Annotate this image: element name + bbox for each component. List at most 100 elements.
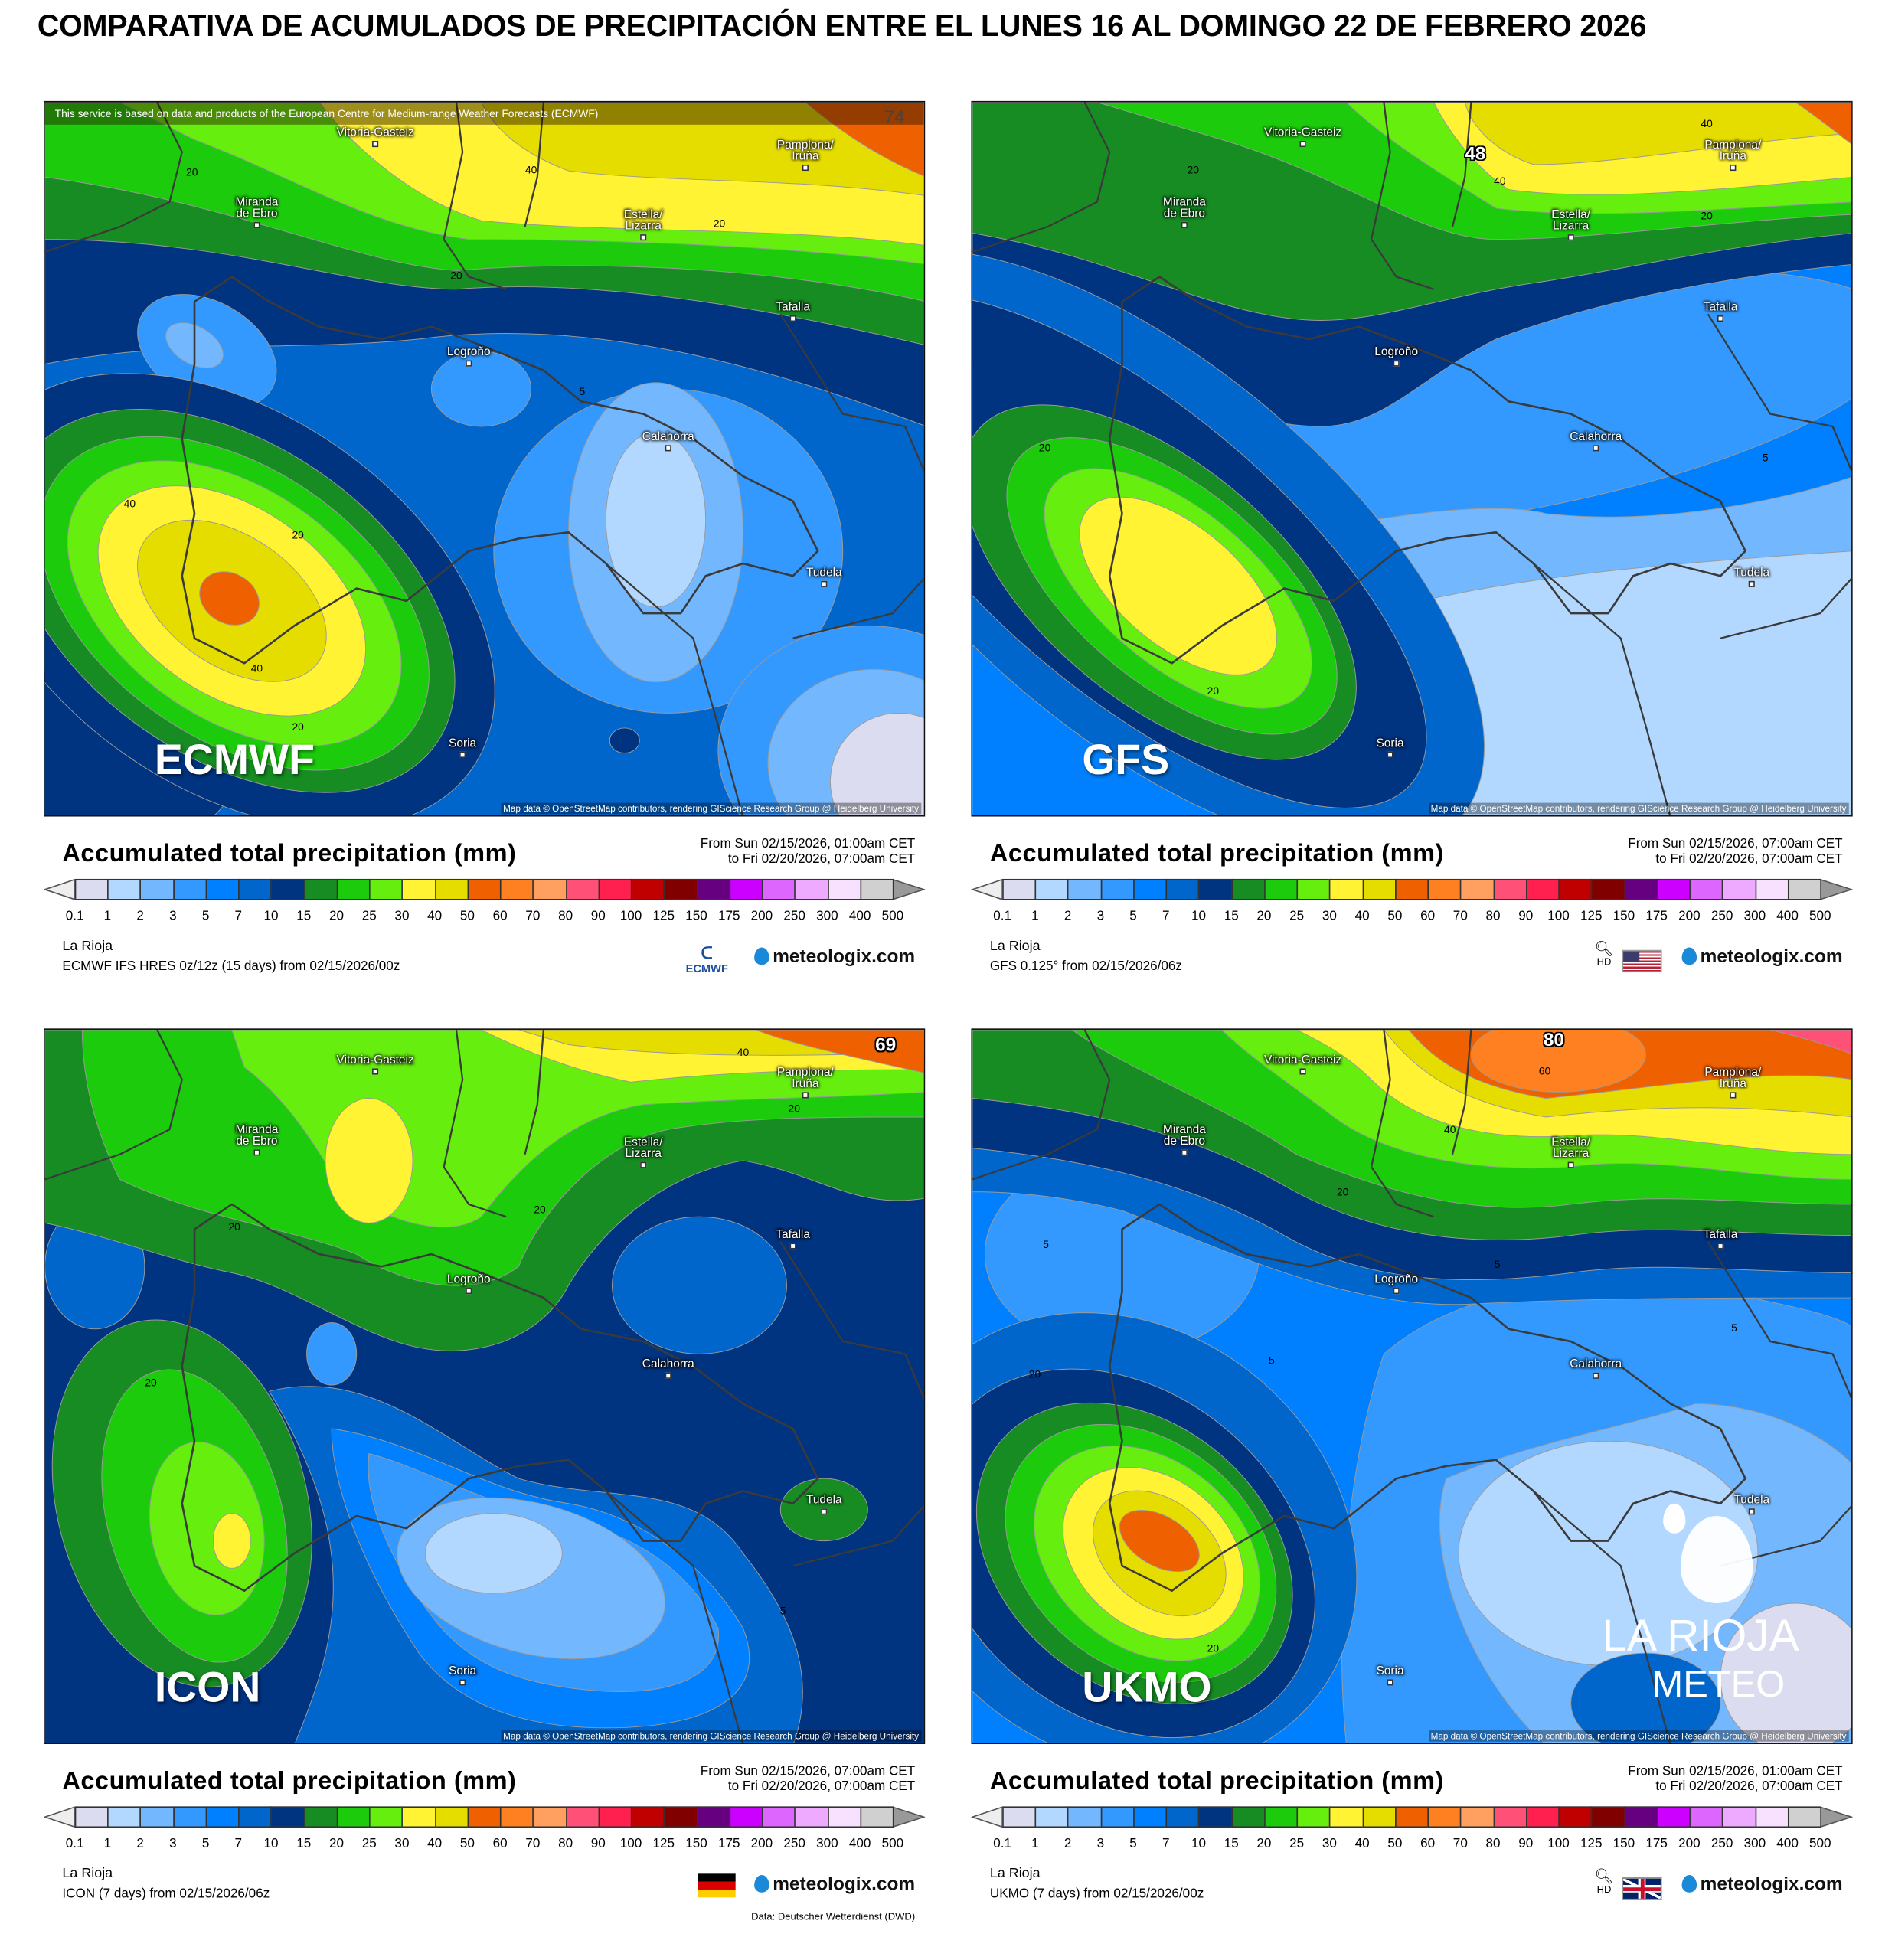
- scale-tick-label: 7: [234, 1836, 243, 1852]
- contour-label: 40: [250, 662, 263, 675]
- scale-swatch: [1427, 878, 1462, 900]
- scale-swatch: [1525, 878, 1560, 900]
- city-marker: [253, 1149, 260, 1156]
- scale-swatch: [761, 1806, 796, 1828]
- scale-tick-label: 80: [1485, 909, 1501, 924]
- meteologix-logo[interactable]: meteologix.com: [753, 946, 915, 968]
- scale-tick-label: 250: [1710, 1836, 1733, 1852]
- scale-tick-label: 25: [1289, 1836, 1305, 1852]
- scale-swatch: [369, 1806, 404, 1828]
- contour-label: 20: [1207, 684, 1220, 697]
- scale-tick-label: 30: [1322, 909, 1337, 924]
- city-marker: [1387, 751, 1393, 759]
- scale-swatch: [303, 1806, 338, 1828]
- scale-swatch: [271, 1806, 305, 1828]
- contour-label: 40: [1494, 174, 1506, 188]
- scale-tick-label: 40: [1354, 909, 1370, 924]
- city-marker: [253, 221, 260, 228]
- scale-swatch: [1558, 1806, 1593, 1828]
- city-marker: [665, 445, 671, 452]
- color-scale-bar: [971, 878, 1853, 900]
- scale-swatch: [827, 878, 861, 900]
- city-label: Logroño: [446, 1272, 491, 1287]
- scale-tick-label: 200: [750, 909, 773, 924]
- city-label: Estella/ Lizarra: [623, 207, 663, 234]
- precipitation-contour: [612, 1216, 787, 1354]
- scale-swatch: [860, 1806, 894, 1828]
- uk-flag-icon: [1622, 1877, 1662, 1900]
- scale-swatch: [761, 878, 796, 900]
- precipitation-contour: [609, 727, 640, 753]
- scale-min-arrow: [43, 878, 76, 900]
- scale-swatch: [1689, 878, 1723, 900]
- precipitation-map[interactable]: 80 60 40 20 5 5 5 5 20 20 Vitoria-Gasteiz Miranda d…: [971, 1028, 1853, 1744]
- city-label: Calahorra: [642, 1357, 694, 1372]
- precipitation-map[interactable]: This service is based on data and produc…: [43, 100, 926, 817]
- precipitation-contour: [430, 351, 532, 427]
- city-marker: [459, 1679, 466, 1686]
- precipitation-contour: [199, 571, 260, 626]
- model-label: GFS: [1082, 737, 1170, 785]
- contour-label: 20: [1701, 209, 1713, 222]
- scale-swatch: [729, 1806, 763, 1828]
- scale-swatch: [532, 878, 567, 900]
- scale-swatch: [434, 1806, 469, 1828]
- scale-swatch: [1623, 1806, 1658, 1828]
- scale-swatch: [1329, 1806, 1364, 1828]
- precipitation-contour: [780, 102, 924, 177]
- meteologix-logo[interactable]: meteologix.com: [1681, 946, 1843, 968]
- scale-swatch: [631, 878, 665, 900]
- meteologix-logo[interactable]: meteologix.com: [753, 1873, 915, 1895]
- precipitation-contour: [605, 432, 707, 608]
- city-label: Soria: [449, 737, 477, 751]
- map-attribution: Map data © OpenStreetMap contributors, r…: [1428, 1730, 1849, 1742]
- scale-swatch: [336, 1806, 371, 1828]
- contour-label: 20: [1187, 163, 1199, 176]
- meteologix-drop-icon: [753, 1874, 769, 1893]
- scale-swatch: [663, 1806, 698, 1828]
- city-label: Pamplona/ Iruña: [776, 138, 834, 164]
- city-label: Vitoria-Gasteiz: [1263, 1053, 1342, 1067]
- scale-swatch: [1034, 878, 1070, 900]
- scale-tick-label: 300: [816, 909, 838, 924]
- scale-tick-label: 125: [652, 909, 675, 924]
- scale-swatch: [1165, 1806, 1201, 1828]
- city-label: Tudela: [805, 566, 842, 580]
- city-marker: [459, 751, 466, 759]
- scale-swatch: [303, 878, 338, 900]
- meteologix-logo[interactable]: meteologix.com: [1681, 1873, 1843, 1895]
- scale-tick-label: 15: [1224, 1836, 1239, 1852]
- forecast-panel-icon: 69 40 20 20 20 20 5 Vitoria-Gasteiz Miranda de E…: [43, 1028, 926, 1926]
- precipitation-contour: [717, 1029, 924, 1073]
- scale-tick-label: 175: [717, 1836, 740, 1852]
- meteologix-text: meteologix.com: [1700, 946, 1843, 968]
- precipitation-map[interactable]: 69 40 20 20 20 20 5 Vitoria-Gasteiz Miranda de E…: [43, 1028, 926, 1744]
- city-marker: [1567, 234, 1574, 241]
- scale-swatch: [794, 1806, 829, 1828]
- scale-tick-label: 50: [459, 909, 475, 924]
- forecast-panel-gfs: 48 20 40 40 20 5 20 20 Vitoria-Gasteiz Miranda de…: [971, 100, 1853, 998]
- scale-swatch: [1656, 878, 1691, 900]
- scale-tick-label: 400: [1776, 1836, 1799, 1852]
- province-border: [972, 102, 1852, 815]
- region-border: [1108, 276, 1746, 665]
- precipitation-contour: [212, 1513, 251, 1569]
- hd-zoom-icon: 🔍︎ HD: [1595, 941, 1614, 969]
- city-marker: [1299, 1068, 1306, 1075]
- city-marker: [802, 1092, 809, 1099]
- scale-tick-label: 0.1: [993, 1836, 1012, 1852]
- city-label: Tudela: [805, 1493, 842, 1508]
- city-marker: [1387, 1679, 1393, 1686]
- scale-swatch: [1493, 878, 1527, 900]
- meteologix-drop-icon: [1681, 1874, 1697, 1893]
- precipitation-contour: [443, 102, 924, 196]
- forecast-period: From Sun 02/15/2026, 07:00am CET to Fri 0…: [1628, 837, 1842, 867]
- scale-swatch: [1329, 878, 1364, 900]
- scale-swatch: [172, 878, 207, 900]
- scale-tick-label: 40: [1354, 1836, 1370, 1852]
- province-border: [44, 102, 924, 815]
- precipitation-map[interactable]: 48 20 40 40 20 5 20 20 Vitoria-Gasteiz Miranda de…: [971, 100, 1853, 817]
- contour-label: 20: [186, 165, 198, 178]
- map-attribution: Map data © OpenStreetMap contributors, r…: [500, 802, 922, 815]
